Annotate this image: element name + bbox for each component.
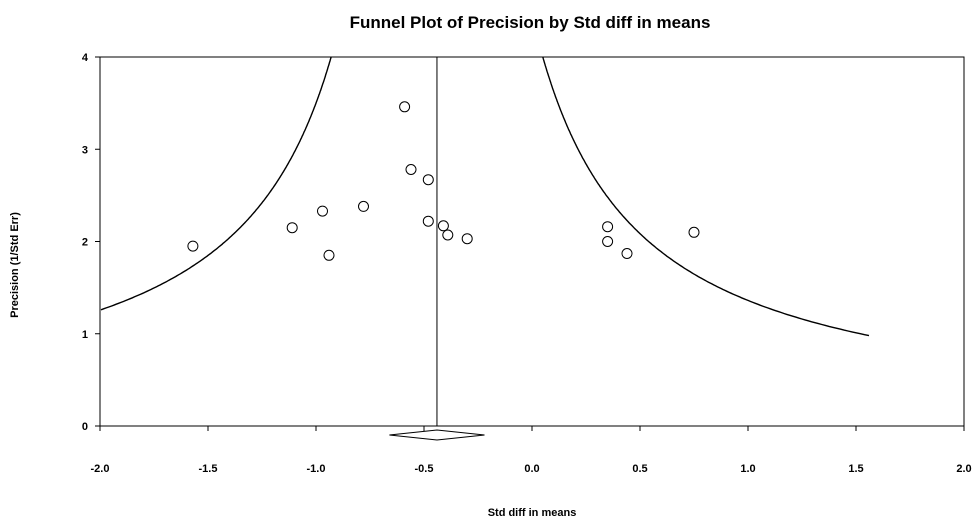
x-axis: -2.0 -1.5 -1.0 -0.5 0.0 0.5 1.0 1.5 2.0 [91,426,972,475]
x-tick-label: -0.5 [415,463,434,475]
study-point [422,215,434,227]
funnel-limit-left [100,56,332,311]
y-tick-label: 0 [82,421,88,433]
chart-title: Funnel Plot of Precision by Std diff in … [350,13,711,32]
x-tick-label: 0.5 [632,463,647,475]
y-tick-label: 1 [82,329,88,341]
study-point [602,236,614,247]
x-tick-label: 2.0 [956,463,971,475]
study-point [422,174,434,186]
x-axis-label: Std diff in means [488,507,577,519]
study-point [621,248,633,259]
study-point [442,229,454,241]
study-point [187,240,199,252]
study-point [688,226,700,238]
y-tick-label: 2 [82,237,88,249]
study-point [399,101,411,113]
y-tick-label: 3 [82,144,88,156]
study-point [461,233,473,245]
y-axis-label: Precision (1/Std Err) [9,212,21,318]
x-tick-label: -2.0 [91,463,110,475]
y-axis: 0 1 2 3 4 [82,52,100,433]
x-tick-label: -1.0 [307,463,326,475]
study-point [323,249,335,261]
y-tick-label: 4 [82,52,89,64]
plot-frame [99,56,965,427]
x-tick-label: -1.5 [199,463,218,475]
x-tick-label: 0.0 [524,463,539,475]
study-point [602,221,614,233]
study-point [286,222,298,234]
study-point [405,164,417,175]
study-points [187,101,700,261]
x-tick-label: 1.5 [848,463,863,475]
study-point [437,220,449,232]
funnel-limits [100,56,870,441]
x-tick-label: 1.0 [740,463,755,475]
study-point [317,205,328,217]
study-point [358,200,369,212]
funnel-limit-right [542,56,870,337]
summary-diamond [389,429,485,441]
